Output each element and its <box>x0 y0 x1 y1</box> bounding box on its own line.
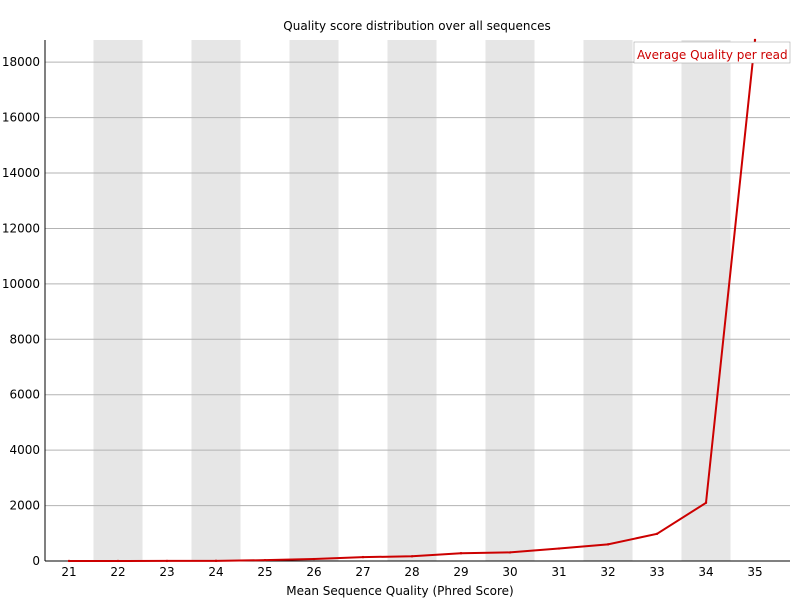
data-point <box>459 552 463 555</box>
data-point <box>508 551 512 554</box>
x-tick-label: 29 <box>453 565 468 579</box>
x-tick-label: 31 <box>551 565 566 579</box>
legend: Average Quality per read <box>633 41 791 64</box>
data-point <box>263 558 267 562</box>
y-tick-label: 0 <box>32 554 40 568</box>
background-bands <box>93 40 731 561</box>
x-tick-label: 26 <box>306 565 321 579</box>
data-point <box>67 559 71 563</box>
x-tick-label: 27 <box>355 565 370 579</box>
y-tick-label: 4000 <box>9 443 40 457</box>
y-tick-label: 10000 <box>2 277 40 291</box>
band-32 <box>583 40 633 561</box>
data-point <box>312 557 316 561</box>
y-tick-label: 18000 <box>2 55 40 69</box>
y-tick-label: 2000 <box>9 499 40 513</box>
data-point <box>655 532 659 536</box>
data-point <box>361 555 365 559</box>
data-point <box>704 501 708 505</box>
x-tick-label: 28 <box>404 565 419 579</box>
x-tick-label: 34 <box>698 565 713 579</box>
legend-label: Average Quality per read <box>637 48 788 62</box>
data-point <box>606 543 610 546</box>
data-point <box>165 559 169 563</box>
x-tick-label: 23 <box>159 565 174 579</box>
x-tick-label: 21 <box>61 565 76 579</box>
legend-box <box>633 41 791 64</box>
x-tick-label: 33 <box>649 565 664 579</box>
band-30 <box>485 40 535 561</box>
x-tick-label: 24 <box>208 565 223 579</box>
band-28 <box>387 40 437 561</box>
data-point <box>557 547 561 550</box>
data-point <box>753 38 757 42</box>
x-tick-label: 22 <box>110 565 125 579</box>
data-point <box>214 559 218 563</box>
y-tick-label: 6000 <box>9 388 40 402</box>
series-lines <box>67 38 757 563</box>
x-tick-label: 32 <box>600 565 615 579</box>
y-tick-labels: 0 2000 4000 6000 8000 10000 12000 14000 16000 180… <box>2 55 40 568</box>
x-axis-title: Mean Sequence Quality (Phred Score) <box>286 584 514 598</box>
x-tick-label: 30 <box>502 565 517 579</box>
band-26 <box>289 40 339 561</box>
x-tick-label: 25 <box>257 565 272 579</box>
y-tick-label: 14000 <box>2 166 40 180</box>
y-tick-label: 8000 <box>9 332 40 346</box>
band-22 <box>93 40 143 561</box>
y-tick-label: 12000 <box>2 221 40 235</box>
data-point <box>116 559 120 563</box>
y-tick-label: 16000 <box>2 111 40 125</box>
band-34 <box>681 40 731 561</box>
data-point <box>410 555 414 558</box>
x-tick-labels: 21 22 23 24 25 26 27 28 29 30 31 32 33 34 35 <box>61 565 762 579</box>
band-24 <box>191 40 241 561</box>
x-tick-label: 35 <box>747 565 762 579</box>
chart-title: Quality score distribution over all sequ… <box>283 19 550 33</box>
